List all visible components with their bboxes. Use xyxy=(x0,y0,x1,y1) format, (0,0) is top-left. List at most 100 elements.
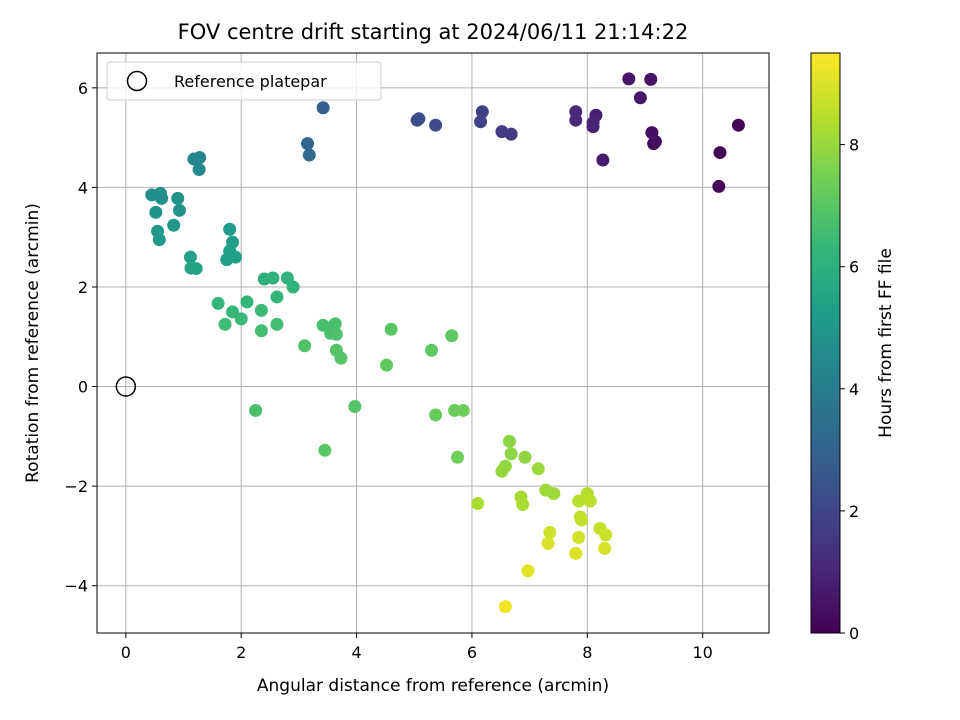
x-tick-label: 6 xyxy=(467,643,477,662)
colorbar-ticks: 0 2 4 6 8 xyxy=(840,136,859,643)
legend-entry-reference: Reference platepar xyxy=(174,72,327,91)
data-point xyxy=(647,137,661,151)
data-point xyxy=(451,450,465,464)
data-point xyxy=(598,541,612,555)
data-point xyxy=(211,296,225,310)
data-point xyxy=(149,205,163,219)
data-point xyxy=(240,295,254,309)
data-point xyxy=(316,101,330,115)
y-tick-label: 0 xyxy=(78,378,88,397)
data-point xyxy=(152,233,166,247)
colorbar xyxy=(810,52,841,634)
data-point xyxy=(583,494,597,508)
colorbar-tick-label: 4 xyxy=(849,380,859,399)
data-point xyxy=(644,72,658,86)
x-tick-label: 2 xyxy=(236,643,246,662)
chart-title: FOV centre drift starting at 2024/06/11 … xyxy=(178,20,689,44)
data-point xyxy=(384,322,398,336)
data-point xyxy=(633,91,647,105)
data-point xyxy=(270,317,284,331)
data-point xyxy=(301,137,315,151)
data-point xyxy=(596,153,610,167)
data-point xyxy=(155,191,169,205)
data-point xyxy=(223,222,237,236)
colorbar-gradient xyxy=(810,52,841,634)
data-point xyxy=(334,351,348,365)
legend-box xyxy=(106,61,382,101)
data-point xyxy=(498,600,512,614)
data-point xyxy=(318,443,332,457)
x-axis-ticks: 0 2 4 6 8 10 xyxy=(121,633,713,662)
data-point xyxy=(645,126,659,140)
data-point xyxy=(429,408,443,422)
data-point xyxy=(731,118,745,132)
data-point xyxy=(516,498,530,512)
data-point xyxy=(471,497,485,511)
y-tick-label: 2 xyxy=(78,278,88,297)
data-point xyxy=(171,191,185,205)
y-axis-label: Rotation from reference (arcmin) xyxy=(23,203,43,483)
data-point xyxy=(599,528,613,542)
x-axis-label: Angular distance from reference (arcmin) xyxy=(257,676,609,696)
data-point xyxy=(495,464,509,478)
x-tick-label: 0 xyxy=(121,643,131,662)
y-tick-label: −2 xyxy=(64,477,88,496)
x-tick-label: 4 xyxy=(351,643,361,662)
legend-reference-marker xyxy=(126,70,148,92)
colorbar-label: Hours from first FF file xyxy=(876,248,896,438)
data-point xyxy=(547,487,561,501)
data-point xyxy=(543,525,557,539)
data-point xyxy=(348,399,362,413)
data-point xyxy=(425,343,439,357)
x-tick-label: 8 xyxy=(582,643,592,662)
data-point xyxy=(254,324,268,338)
colorbar-tick-label: 8 xyxy=(849,136,859,155)
data-point xyxy=(218,317,232,331)
plot-frame xyxy=(96,52,770,634)
data-point xyxy=(234,312,248,326)
data-point xyxy=(189,262,203,276)
data-point xyxy=(329,327,343,341)
legend: Reference platepar xyxy=(106,61,382,101)
data-point xyxy=(249,403,263,417)
data-point xyxy=(475,105,489,119)
data-point xyxy=(712,179,726,193)
y-tick-label: 6 xyxy=(78,79,88,98)
data-point xyxy=(586,116,600,130)
data-point xyxy=(713,146,727,160)
colorbar-tick-label: 2 xyxy=(849,502,859,521)
data-point xyxy=(456,403,470,417)
data-point xyxy=(302,148,316,162)
colorbar-tick-label: 0 xyxy=(849,624,859,643)
data-point xyxy=(541,536,555,550)
y-tick-label: 4 xyxy=(78,178,88,197)
data-point xyxy=(518,450,532,464)
reference-point xyxy=(115,376,137,397)
data-point xyxy=(504,447,518,461)
data-point xyxy=(531,462,545,476)
data-point xyxy=(286,280,300,294)
data-point xyxy=(429,118,443,132)
data-point xyxy=(569,113,583,127)
data-point xyxy=(569,546,583,560)
data-point xyxy=(192,162,206,176)
data-points xyxy=(115,72,745,614)
data-point xyxy=(575,513,589,527)
data-point xyxy=(521,564,535,578)
data-point xyxy=(622,72,636,86)
data-point xyxy=(266,271,280,285)
data-point xyxy=(502,434,516,448)
data-point xyxy=(572,494,586,508)
data-point xyxy=(380,358,394,372)
x-tick-label: 10 xyxy=(692,643,712,662)
y-axis-ticks: −4 −2 0 2 4 6 xyxy=(64,79,97,596)
data-point xyxy=(270,290,284,304)
grid-lines xyxy=(97,53,769,633)
data-point xyxy=(187,152,201,166)
data-point xyxy=(495,125,509,139)
data-point xyxy=(474,115,488,129)
colorbar-tick-label: 6 xyxy=(849,258,859,277)
data-point xyxy=(167,218,181,232)
data-point xyxy=(298,339,312,353)
